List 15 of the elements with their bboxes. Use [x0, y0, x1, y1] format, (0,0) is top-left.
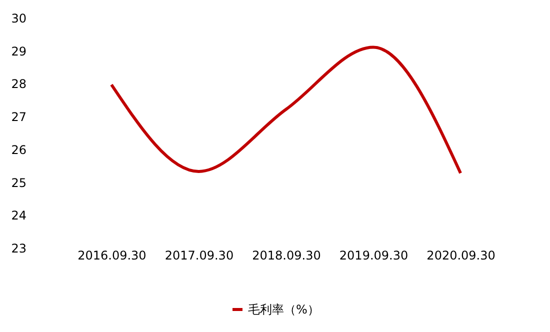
y-tick-label: 30 — [11, 12, 26, 26]
y-tick-label: 24 — [11, 208, 26, 223]
y-tick-label: 28 — [11, 77, 26, 92]
x-tick-label: 2020.09.30 — [426, 248, 496, 262]
y-tick-label: 29 — [11, 44, 26, 58]
line-series — [110, 46, 462, 175]
y-tick-label: 27 — [11, 110, 26, 124]
y-tick-label: 23 — [11, 242, 26, 256]
x-tick-label: 2018.09.30 — [252, 248, 321, 262]
x-tick-label: 2017.09.30 — [164, 248, 234, 262]
x-tick-label: 2016.09.30 — [78, 248, 146, 262]
legend-label: 毛利率（%） — [248, 302, 320, 316]
x-tick-label: 2019.09.30 — [339, 248, 408, 262]
y-tick-label: 25 — [11, 176, 26, 190]
y-tick-label: 26 — [11, 142, 26, 157]
